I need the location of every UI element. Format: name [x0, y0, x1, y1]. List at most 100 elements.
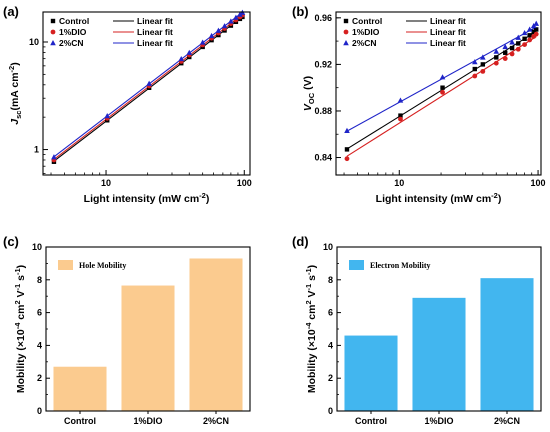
data-point — [344, 147, 350, 152]
data-point — [493, 48, 500, 54]
x-tick-label: 10 — [101, 178, 111, 188]
bar-1%DIO — [121, 285, 175, 411]
data-point — [228, 18, 234, 24]
y-tick-label: 8 — [37, 275, 42, 285]
legend-fit-label: Linear fit — [430, 38, 466, 48]
legend-marker — [343, 18, 349, 24]
data-point — [440, 89, 445, 95]
data-point — [533, 20, 540, 26]
data-point — [509, 39, 515, 45]
data-point — [522, 42, 528, 47]
y-tick-label: 8 — [328, 275, 333, 285]
bar-panel-4: 0 2 4 6 8 10 Control 1%DIO 2%CN Electron Mobility… — [304, 242, 542, 426]
bar-2%CN — [189, 258, 243, 411]
y-tick-label: 0.88 — [314, 106, 332, 116]
x-tick-label: 1%DIO — [424, 416, 453, 426]
data-point — [509, 45, 515, 51]
data-point — [494, 55, 499, 60]
legend-fit-label: Linear fit — [137, 16, 173, 26]
y-tick-label: 4 — [328, 340, 333, 350]
x-tick-label: Control — [355, 416, 387, 426]
y-axis-label: Jsc(mA cm-2) — [7, 62, 23, 124]
data-point — [515, 46, 521, 52]
panel-label: (c) — [3, 234, 19, 249]
data-point — [215, 27, 222, 33]
legend-marker — [343, 40, 349, 46]
bar-panel-3: 0 2 4 6 8 10 Control 1%DIO 2%CN Hole Mobility Mobi… — [13, 242, 251, 426]
x-tick-label: Control — [64, 416, 96, 426]
legend-fit-label: Linear fit — [137, 38, 173, 48]
data-point — [503, 50, 508, 55]
data-point — [480, 62, 486, 67]
legend-marker — [50, 29, 56, 35]
legend-label: 1%DIO — [59, 27, 87, 37]
bar-2%CN — [480, 278, 534, 411]
y-tick-label: 0.92 — [314, 59, 332, 69]
legend-marker — [50, 40, 56, 46]
plot-frame — [45, 246, 251, 412]
legend-label: 2%CN — [59, 38, 84, 48]
data-point — [104, 113, 111, 119]
data-point — [233, 14, 239, 20]
data-point — [221, 23, 228, 29]
data-point — [146, 80, 152, 86]
data-point — [199, 39, 206, 45]
data-point — [515, 34, 522, 40]
y-axis-label: Mobility (×10-4 cm2 V-1 s-1) — [304, 265, 318, 393]
data-point — [439, 74, 446, 80]
plot-frame — [42, 11, 251, 176]
legend-fit-label: Linear fit — [430, 16, 466, 26]
y-tick-label: 2 — [37, 373, 42, 383]
x-axis-label: Light intensity (mW cm-2) — [376, 191, 502, 205]
y-tick-label: 10 — [29, 37, 39, 47]
data-point — [502, 56, 508, 61]
y-tick-label: 0.84 — [314, 153, 332, 163]
data-point — [344, 127, 350, 133]
y-axis-label: Mobility (×10-4 cm2 V-1 s-1) — [13, 265, 27, 393]
y-tick-label: 1 — [34, 145, 39, 155]
data-point — [398, 113, 403, 118]
legend-label: Control — [352, 16, 382, 26]
data-point — [208, 32, 215, 39]
bar-Control — [344, 335, 398, 411]
data-point — [531, 29, 536, 34]
legend-label: 1%DIO — [352, 27, 380, 37]
x-axis-label: Light intensity (mW cm-2) — [84, 191, 210, 205]
data-point — [493, 60, 499, 66]
bar-1%DIO — [412, 297, 466, 411]
data-point — [521, 29, 528, 36]
y-tick-label: 0.96 — [314, 13, 332, 23]
y-tick-label: 2 — [328, 373, 333, 383]
x-tick-label: 2%CN — [494, 416, 520, 426]
y-tick-label: 6 — [37, 308, 42, 318]
plot-frame — [336, 246, 542, 412]
data-point — [522, 36, 527, 41]
legend-marker — [50, 18, 56, 24]
data-point — [527, 37, 533, 43]
y-axis-label: VOC (V) — [302, 76, 316, 111]
legend-fit-label: Linear fit — [430, 27, 466, 37]
x-tick-label: 100 — [237, 178, 252, 188]
scatter-panel-1: 10 100 1 10 Control Linear fit 1%DIO Linear fit… — [7, 9, 252, 205]
data-point — [344, 156, 350, 162]
legend-label: Electron Mobility — [370, 261, 431, 270]
data-point — [527, 33, 532, 38]
fit-line-1%DIO — [346, 36, 537, 157]
data-point — [526, 26, 533, 32]
data-point — [237, 11, 243, 17]
data-point — [472, 73, 478, 79]
y-tick-label: 6 — [328, 308, 333, 318]
legend-fit-label: Linear fit — [137, 27, 173, 37]
data-point — [398, 116, 403, 122]
legend-label: Control — [59, 16, 89, 26]
x-tick-label: 1%DIO — [133, 416, 162, 426]
data-point — [471, 59, 478, 65]
y-tick-label: 10 — [323, 242, 333, 252]
data-point — [534, 27, 539, 32]
legend-label: Hole Mobility — [79, 261, 126, 270]
legend-marker — [343, 29, 349, 35]
y-tick-label: 10 — [32, 242, 42, 252]
data-point — [397, 97, 404, 103]
legend-swatch — [349, 260, 364, 270]
data-point — [472, 66, 477, 72]
